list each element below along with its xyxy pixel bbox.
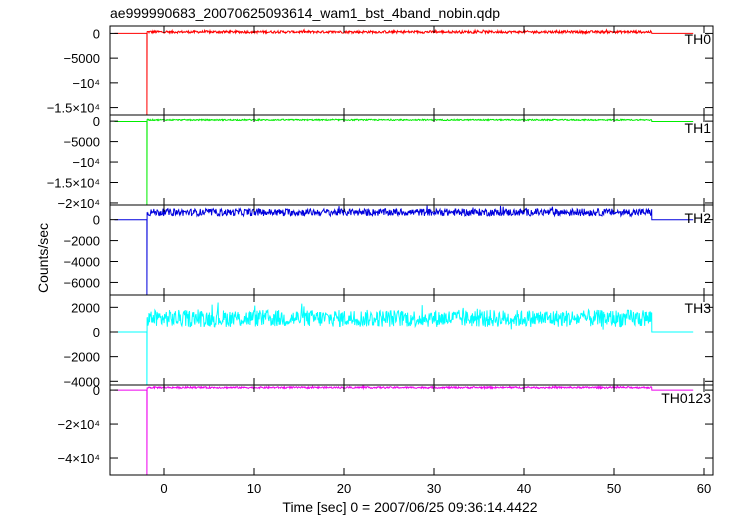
series-label-th3: TH3 — [685, 300, 712, 316]
y-tick-label: −10⁴ — [72, 155, 100, 170]
panel-frame-th3 — [109, 294, 714, 386]
y-tick-label: −5000 — [63, 135, 100, 150]
y-tick-label: −4×10⁴ — [58, 451, 100, 466]
y-tick-label: −2×10⁴ — [58, 196, 100, 211]
y-tick-label: 2000 — [71, 300, 100, 315]
y-tick-label: −5000 — [63, 51, 100, 66]
panels-group: 0 −5000 −10⁴ −1.5×10⁴ TH0 0 −5000 −10⁴ −1.5×10⁴ −… — [47, 25, 714, 496]
x-axis-label: Time [sec] 0 = 2007/06/25 09:36:14.4422 — [282, 499, 537, 515]
series-line-th0 — [114, 28, 694, 116]
x-tick-label: 10 — [247, 481, 261, 496]
panel-frame-th0123 — [109, 384, 714, 476]
y-tick-label: −6000 — [63, 275, 100, 290]
x-tick-label: 20 — [337, 481, 351, 496]
y-axis-label: Counts/sec — [35, 223, 51, 293]
y-tick-label: 0 — [93, 114, 100, 129]
series-line-th3 — [114, 302, 694, 386]
y-tick-label: 0 — [93, 213, 100, 228]
y-tick-label: −4000 — [63, 255, 100, 270]
series-line-th2 — [114, 205, 694, 296]
x-tick-label: 40 — [517, 481, 531, 496]
y-tick-label: −2×10⁴ — [58, 417, 100, 432]
x-tick-label: 30 — [427, 481, 441, 496]
x-tick-label: 0 — [160, 481, 167, 496]
y-tick-label: −4000 — [63, 374, 100, 389]
y-tick-label: −10⁴ — [72, 76, 100, 91]
y-tick-label: −2000 — [63, 234, 100, 249]
y-tick-label: −1.5×10⁴ — [47, 101, 100, 116]
y-tick-label: −1.5×10⁴ — [47, 176, 100, 191]
x-tick-label: 60 — [697, 481, 711, 496]
series-line-th1 — [114, 117, 694, 206]
chart-title: ae999990683_20070625093614_wam1_bst_4ban… — [110, 5, 500, 21]
series-label-th0: TH0 — [685, 31, 712, 47]
panel-frame-th0 — [109, 25, 714, 116]
series-line-th0123 — [114, 384, 694, 476]
series-label-th0123: TH0123 — [661, 390, 711, 406]
y-tick-label: 0 — [93, 325, 100, 340]
x-tick-label: 50 — [607, 481, 621, 496]
y-tick-label: 0 — [93, 383, 100, 398]
y-tick-label: 0 — [93, 26, 100, 41]
y-tick-label: −2000 — [63, 350, 100, 365]
series-label-th2: TH2 — [685, 210, 712, 226]
series-label-th1: TH1 — [685, 120, 712, 136]
panel-frame-th1 — [109, 114, 714, 206]
panel-frame-th2 — [109, 204, 714, 296]
